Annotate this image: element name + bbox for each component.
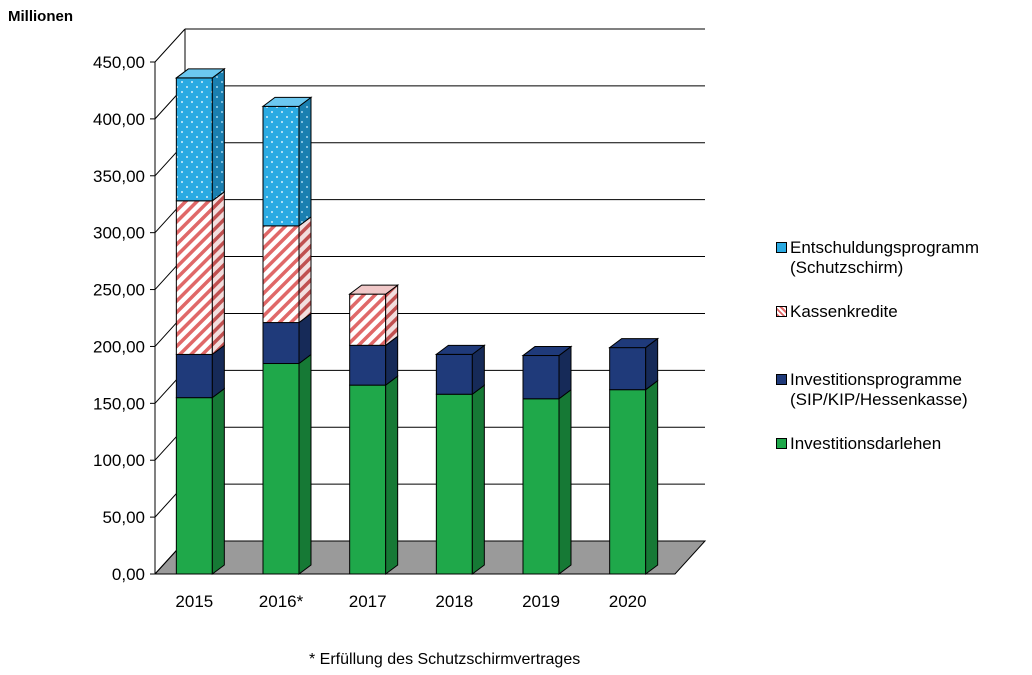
bar-top [261, 96, 313, 107]
bar-segment [175, 353, 213, 399]
axes [150, 29, 675, 575]
bar-segment-side [471, 384, 485, 575]
y-tick-label: 250,00 [93, 281, 145, 300]
bar-segment [349, 344, 387, 386]
bar-segment-side [298, 215, 312, 324]
bar-segment [262, 363, 300, 575]
y-tick-label: 150,00 [93, 394, 145, 413]
bar-segment-side [558, 388, 572, 575]
legend-swatch [776, 242, 787, 253]
bar-segment-side [211, 387, 225, 575]
legend-swatch [776, 438, 787, 449]
x-tick-label: 2017 [349, 592, 387, 611]
tick-labels: 0,00 50,00 100,00 150,00 200,00 250,00 300,00 3… [93, 53, 647, 611]
y-tick-label: 0,00 [112, 565, 145, 584]
bar-top [434, 344, 486, 355]
y-tick-label: 400,00 [93, 110, 145, 129]
legend-label: Entschuldungsprogramm (Schutzschirm) [790, 238, 979, 277]
bar-segment-side [385, 284, 399, 347]
x-tick-label: 2015 [175, 592, 213, 611]
bar-segment [435, 393, 473, 575]
bar-segment [349, 293, 387, 346]
bar-segment [609, 347, 647, 391]
bar-top [174, 68, 226, 79]
bar-segment [175, 200, 213, 355]
bar-top [521, 346, 573, 357]
bar-segment [522, 355, 560, 400]
legend-label: Investitionsprogramme (SIP/KIP/Hessenkass… [790, 370, 968, 409]
y-tick-label: 200,00 [93, 337, 145, 356]
bar-segment [262, 322, 300, 365]
bar-segment [609, 389, 647, 575]
y-tick-label: 100,00 [93, 451, 145, 470]
legend-swatch [776, 374, 787, 385]
bar-segment [262, 105, 300, 227]
y-tick-label: 350,00 [93, 167, 145, 186]
bar-segment [435, 353, 473, 395]
y-tick-label: 50,00 [102, 508, 145, 527]
y-axis-label: Millionen [8, 8, 73, 25]
bar-segment-side [385, 375, 399, 575]
x-tick-label: 2019 [522, 592, 560, 611]
x-tick-label: 2016* [259, 592, 304, 611]
bars [174, 67, 660, 575]
y-tick-label: 450,00 [93, 53, 145, 72]
footnote: * Erfüllung des Schutzschirmvertrages [309, 651, 581, 668]
legend-swatch [776, 306, 787, 317]
bar-segment-side [645, 379, 659, 575]
bar-top [348, 284, 400, 295]
legend-label: Investitionsdarlehen [790, 434, 942, 453]
bar-segment [175, 397, 213, 575]
side-gridline [154, 28, 186, 63]
bar-segment-side [298, 353, 312, 575]
bar-segment [262, 225, 300, 324]
x-tick-label: 2018 [435, 592, 473, 611]
bar-segment-side [211, 67, 225, 202]
y-tick-label: 300,00 [93, 224, 145, 243]
x-tick-label: 2020 [609, 592, 647, 611]
legend-label: Kassenkredite [790, 302, 898, 321]
bar-segment-side [211, 190, 225, 356]
bar-segment [349, 384, 387, 575]
bar-segment [175, 77, 213, 202]
bar-segment [522, 398, 560, 575]
bar-top [608, 338, 660, 349]
bar-segment-side [298, 96, 312, 227]
